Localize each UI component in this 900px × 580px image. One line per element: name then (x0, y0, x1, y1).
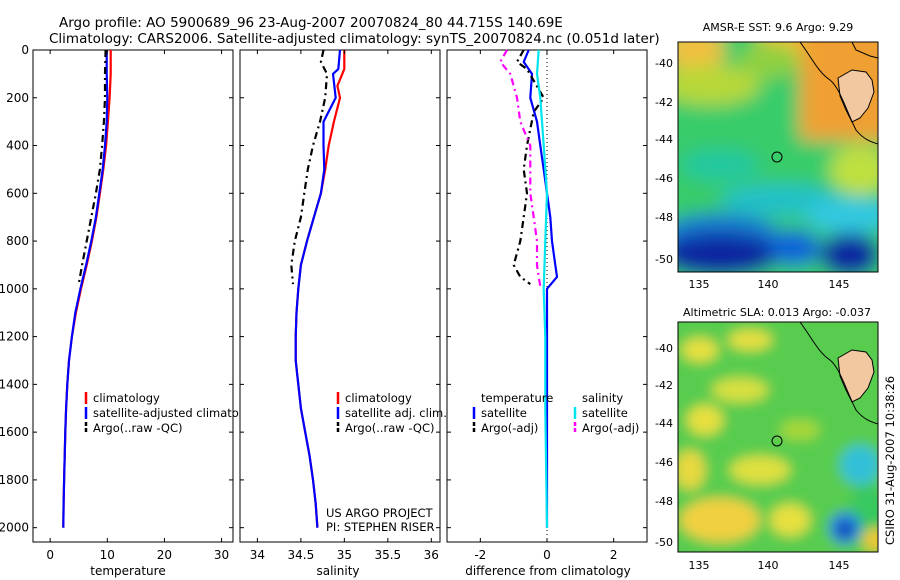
x-tick-label: 34.5 (288, 548, 315, 562)
map-y-tick: -46 (655, 172, 673, 185)
map-x-tick: 135 (689, 278, 710, 291)
series-line-satellite-adj-clim- (294, 49, 342, 528)
x-tick-label: 0 (46, 548, 54, 562)
map-y-tick: -42 (655, 96, 673, 109)
temperature-legend: climatology satellite-adjusted climatolo… (84, 391, 263, 435)
series-line-temperature-argo-adj- (512, 49, 545, 285)
project-annotation: US ARGO PROJECT (326, 506, 434, 520)
map-x-tick: 140 (758, 278, 779, 291)
sst-map-axes: -40 -42 -44 -46 -48 -50 135 140 145 (655, 57, 849, 291)
salinity-panel: 34 34.5 35 35.5 36 salinity climatology sate… (239, 49, 447, 578)
map-y-tick: -40 (655, 57, 673, 70)
x-tick-label: 35 (337, 548, 352, 562)
y-tick-label: 1000 (0, 282, 29, 296)
map-y-tick: -42 (655, 379, 673, 392)
series-line-satellite-adjusted-climatology (62, 50, 109, 528)
map-y-tick: -48 (655, 495, 673, 508)
temperature-axis-label: temperature (90, 564, 165, 578)
salinity-axis-label: salinity (316, 564, 359, 578)
map-x-tick: 140 (758, 559, 779, 572)
series-line-argo-raw-qc- (77, 49, 107, 285)
sla-map-title: Altimetric SLA: 0.013 Argo: -0.037 (683, 306, 871, 319)
figure-subtitle: Climatology: CARS2006. Satellite-adjuste… (49, 31, 660, 47)
legend-label-climatology: climatology (93, 391, 160, 405)
salinity-legend: climatology satellite adj. clim. Argo(..… (336, 391, 447, 435)
y-tick-label: 600 (6, 186, 29, 200)
map-y-tick: -44 (655, 417, 673, 430)
difference-axis-label: difference from climatology (465, 564, 631, 578)
legend-group-salinity: salinity (582, 391, 623, 405)
legend-label-temp-satellite: satellite (481, 406, 527, 420)
y-tick-label: 200 (6, 91, 29, 105)
series-line-argo-raw-qc- (290, 49, 329, 285)
y-tick-label: 1200 (0, 330, 29, 344)
legend-label-argo-raw: Argo(..raw -QC) (93, 421, 183, 435)
legend-label-sal-argo: Argo(-adj) (582, 421, 639, 435)
map-x-tick: 135 (689, 559, 710, 572)
x-tick-label: 34 (250, 548, 265, 562)
figure-title: Argo profile: AO 5900689_96 23-Aug-2007 … (59, 15, 563, 31)
difference-legend: temperature satellite Argo(-adj) salinit… (472, 391, 639, 435)
x-tick-label: 30 (214, 548, 229, 562)
legend-label-sal-satellite: satellite (582, 406, 628, 420)
map-y-tick: -50 (655, 253, 673, 266)
map-y-tick: -50 (655, 536, 673, 549)
sst-map-frame (677, 41, 879, 273)
map-y-tick: -46 (655, 456, 673, 469)
series-line-salinity-satellite (535, 49, 549, 528)
creation-stamp: CSIRO 31-Aug-2007 10:38:26 (883, 376, 897, 545)
legend-label-satellite-adj: satellite adj. clim. (345, 406, 447, 420)
argo-position-marker (771, 151, 783, 163)
y-tick-label: 800 (6, 234, 29, 248)
series-line-salinity-argo-adj- (499, 49, 542, 287)
y-tick-label: 400 (6, 139, 29, 153)
sst-map-title: AMSR-E SST: 9.6 Argo: 9.29 (703, 21, 854, 34)
coastline-north (851, 42, 878, 59)
sla-map-frame (677, 321, 879, 553)
legend-label-argo-raw: Argo(..raw -QC) (345, 421, 435, 435)
map-x-tick: 145 (829, 559, 850, 572)
pi-annotation: PI: STEPHEN RISER (326, 520, 435, 534)
x-tick-label: 0 (543, 548, 551, 562)
legend-label-satellite-adjusted: satellite-adjusted climatology (93, 406, 263, 420)
y-tick-label: 1800 (0, 473, 29, 487)
y-tick-label: 0 (21, 43, 29, 57)
x-tick-label: 2 (610, 548, 618, 562)
sla-map-axes: -40 -42 -44 -46 -48 -50 135 140 145 (655, 342, 849, 572)
temperature-panel: 0 200 400 600 800 1000 1200 1400 1600 1800 2000 0 10… (0, 43, 263, 578)
map-y-tick: -48 (655, 211, 673, 224)
salinity-plot-frame (239, 49, 441, 543)
difference-panel: -2 0 2 difference from climatology tempera… (446, 49, 648, 578)
x-tick-label: 35.5 (374, 548, 401, 562)
sla-map: Altimetric SLA: 0.013 Argo: -0.037 (655, 306, 879, 572)
y-tick-label: 1400 (0, 377, 29, 391)
y-tick-label: 2000 (0, 521, 29, 535)
legend-label-temp-argo: Argo(-adj) (481, 421, 538, 435)
coastline (799, 42, 878, 145)
argo-position-marker (771, 435, 783, 447)
legend-label-climatology: climatology (345, 391, 412, 405)
map-y-tick: -40 (655, 342, 673, 355)
map-x-tick: 145 (829, 278, 850, 291)
x-tick-label: 20 (157, 548, 172, 562)
temperature-plot-frame (32, 49, 234, 543)
map-y-tick: -44 (655, 133, 673, 146)
sst-map: AMSR-E SST: 9.6 Argo: 9.29 (655, 21, 879, 291)
coastline (799, 322, 878, 425)
legend-group-temperature: temperature (481, 391, 553, 405)
x-tick-label: -2 (474, 548, 486, 562)
x-tick-label: 10 (100, 548, 115, 562)
x-tick-label: 36 (424, 548, 439, 562)
y-tick-label: 1600 (0, 425, 29, 439)
